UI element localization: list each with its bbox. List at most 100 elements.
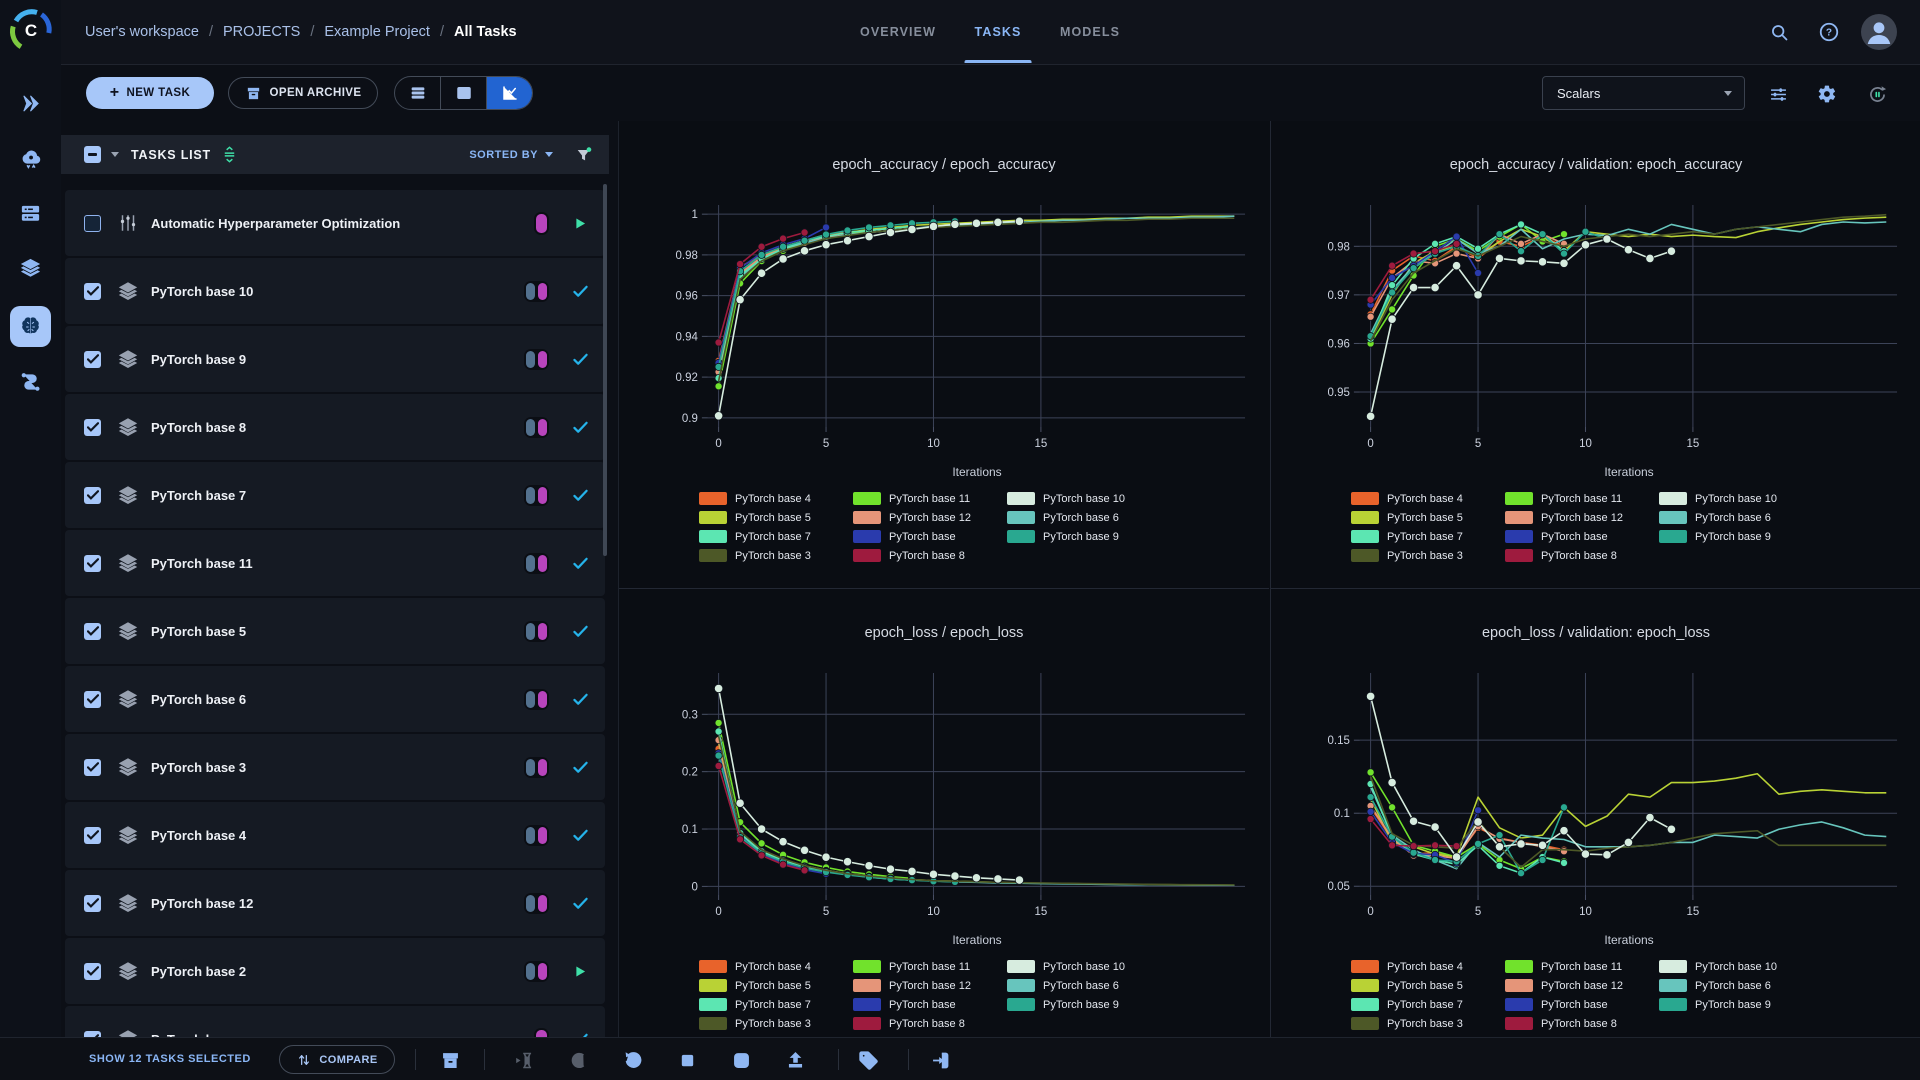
pipelines-icon[interactable]	[10, 361, 51, 402]
legend-item[interactable]: PyTorch base 11	[853, 959, 1007, 974]
getting-started-icon[interactable]	[10, 83, 51, 124]
task-row[interactable]: PyTorch base 10	[65, 258, 605, 324]
legend-item[interactable]: PyTorch base 5	[1351, 510, 1505, 525]
legend-item[interactable]: PyTorch base 8	[1505, 548, 1659, 563]
legend-item[interactable]: PyTorch base 3	[1351, 1016, 1505, 1031]
legend-item[interactable]: PyTorch base 6	[1007, 978, 1161, 993]
legend-item[interactable]: PyTorch base 9	[1007, 529, 1161, 544]
settings-gear-icon[interactable]	[1810, 77, 1844, 111]
filter-icon[interactable]	[575, 146, 593, 164]
task-row[interactable]: PyTorch base 7	[65, 462, 605, 528]
expand-collapse-rows-icon[interactable]	[221, 146, 238, 163]
tasks-list-scrollbar[interactable]	[603, 184, 607, 556]
select-all-checkbox[interactable]	[84, 146, 101, 163]
legend-item[interactable]: PyTorch base 8	[1505, 1016, 1659, 1031]
legend-item[interactable]: PyTorch base 9	[1007, 997, 1161, 1012]
task-row[interactable]: PyTorch base 5	[65, 598, 605, 664]
legend-item[interactable]: PyTorch base 6	[1659, 978, 1813, 993]
legend-item[interactable]: PyTorch base 12	[853, 978, 1007, 993]
datasets-icon[interactable]	[10, 248, 51, 289]
task-row[interactable]: PyTorch base 11	[65, 530, 605, 596]
charts-view-button[interactable]	[487, 77, 532, 109]
legend-item[interactable]: PyTorch base 7	[699, 997, 853, 1012]
legend-item[interactable]: PyTorch base 12	[1505, 978, 1659, 993]
breadcrumb-all-tasks[interactable]: All Tasks	[453, 24, 517, 40]
clearml-logo[interactable]: C	[8, 7, 54, 53]
select-menu-caret-icon[interactable]	[111, 152, 119, 157]
tab-models[interactable]: MODELS	[1059, 25, 1121, 39]
task-row[interactable]: PyTorch base 9	[65, 326, 605, 392]
help-icon[interactable]: ?	[1812, 15, 1846, 49]
open-archive-button[interactable]: OPEN ARCHIVE	[228, 77, 378, 109]
legend-item[interactable]: PyTorch base 8	[853, 1016, 1007, 1031]
legend-item[interactable]: PyTorch base 3	[699, 1016, 853, 1031]
task-checkbox[interactable]	[84, 1030, 101, 1037]
legend-item[interactable]: PyTorch base	[1505, 997, 1659, 1012]
task-row[interactable]: PyTorch base 3	[65, 734, 605, 800]
task-checkbox[interactable]	[84, 214, 101, 232]
new-task-button[interactable]: + NEW TASK	[86, 77, 214, 109]
compare-button[interactable]: COMPARE	[279, 1045, 395, 1074]
task-row[interactable]: PyTorch base	[65, 1006, 605, 1037]
sorted-by-button[interactable]: SORTED BY	[469, 149, 553, 161]
legend-item[interactable]: PyTorch base 4	[1351, 491, 1505, 506]
stop-button[interactable]	[674, 1047, 700, 1073]
breadcrumb-projects[interactable]: PROJECTS	[223, 24, 301, 40]
search-icon[interactable]	[1762, 15, 1796, 49]
user-avatar[interactable]	[1861, 14, 1897, 50]
task-checkbox[interactable]	[84, 826, 101, 844]
legend-item[interactable]: PyTorch base 8	[853, 548, 1007, 563]
breadcrumb-example-project[interactable]: Example Project	[324, 24, 430, 40]
move-to-project-button[interactable]	[927, 1047, 953, 1073]
task-row[interactable]: PyTorch base 4	[65, 802, 605, 868]
cloud-icon[interactable]	[10, 138, 51, 179]
legend-item[interactable]: PyTorch base 6	[1659, 510, 1813, 525]
auto-refresh-icon[interactable]	[1860, 77, 1894, 111]
abort-button[interactable]	[728, 1047, 754, 1073]
legend-item[interactable]: PyTorch base 4	[1351, 959, 1505, 974]
legend-item[interactable]: PyTorch base 11	[1505, 959, 1659, 974]
task-checkbox[interactable]	[84, 486, 101, 504]
task-row[interactable]: PyTorch base 12	[65, 870, 605, 936]
legend-item[interactable]: PyTorch base 12	[1505, 510, 1659, 525]
legend-item[interactable]: PyTorch base 4	[699, 959, 853, 974]
task-checkbox[interactable]	[84, 622, 101, 640]
tab-tasks[interactable]: TASKS	[964, 0, 1032, 63]
legend-item[interactable]: PyTorch base 3	[699, 548, 853, 563]
task-checkbox[interactable]	[84, 418, 101, 436]
legend-item[interactable]: PyTorch base	[853, 997, 1007, 1012]
legend-item[interactable]: PyTorch base	[1505, 529, 1659, 544]
legend-item[interactable]: PyTorch base 4	[699, 491, 853, 506]
task-row[interactable]: PyTorch base 8	[65, 394, 605, 460]
legend-item[interactable]: PyTorch base 7	[699, 529, 853, 544]
legend-item[interactable]: PyTorch base 10	[1007, 491, 1161, 506]
legend-item[interactable]: PyTorch base 5	[699, 978, 853, 993]
task-checkbox[interactable]	[84, 690, 101, 708]
legend-item[interactable]: PyTorch base 10	[1007, 959, 1161, 974]
legend-item[interactable]: PyTorch base 9	[1659, 997, 1813, 1012]
task-row[interactable]: Automatic Hyperparameter Optimization	[65, 190, 605, 256]
legend-item[interactable]: PyTorch base 5	[1351, 978, 1505, 993]
task-checkbox[interactable]	[84, 962, 101, 980]
legend-item[interactable]: PyTorch base 3	[1351, 548, 1505, 563]
legend-item[interactable]: PyTorch base 6	[1007, 510, 1161, 525]
tag-button[interactable]	[855, 1047, 881, 1073]
task-row[interactable]: PyTorch base 2	[65, 938, 605, 1004]
legend-item[interactable]: PyTorch base 11	[853, 491, 1007, 506]
task-checkbox[interactable]	[84, 350, 101, 368]
legend-item[interactable]: PyTorch base	[853, 529, 1007, 544]
split-view-button[interactable]	[441, 77, 487, 109]
tab-overview[interactable]: OVERVIEW	[860, 25, 936, 39]
legend-item[interactable]: PyTorch base 7	[1351, 997, 1505, 1012]
task-checkbox[interactable]	[84, 282, 101, 300]
legend-item[interactable]: PyTorch base 5	[699, 510, 853, 525]
task-checkbox[interactable]	[84, 894, 101, 912]
legend-item[interactable]: PyTorch base 7	[1351, 529, 1505, 544]
reset-button[interactable]	[620, 1047, 646, 1073]
tune-icon[interactable]	[1761, 77, 1795, 111]
projects-icon[interactable]	[10, 306, 51, 347]
task-row[interactable]: PyTorch base 6	[65, 666, 605, 732]
table-view-button[interactable]	[395, 77, 441, 109]
breadcrumb-workspace[interactable]: User's workspace	[85, 24, 199, 40]
legend-item[interactable]: PyTorch base 9	[1659, 529, 1813, 544]
